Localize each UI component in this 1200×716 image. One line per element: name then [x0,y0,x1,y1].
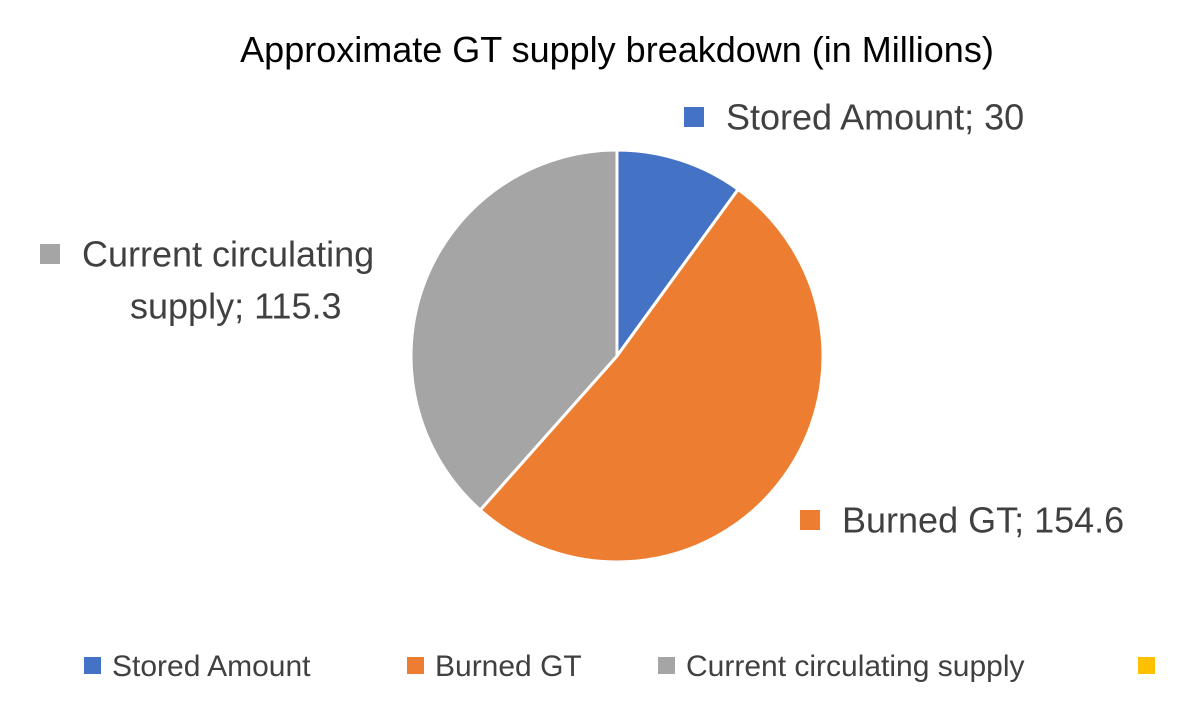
data-label-text: supply; 115.3 [130,286,341,327]
data-label-key [684,107,704,127]
legend-swatch [407,657,424,674]
data-label-text: Current circulating [82,234,374,275]
legend-label: Stored Amount [112,650,311,683]
chart-title: Approximate GT supply breakdown (in Mill… [240,29,994,70]
legend: Stored Amount Burned GT Current circulatin… [84,650,1155,683]
legend-item-current-circulating-supply: Current circulating supply [658,650,1024,683]
legend-label: Burned GT [435,650,582,683]
data-labels: Stored Amount; 30 Burned GT; 154.6 Current… [40,97,1124,541]
legend-swatch [84,657,101,674]
pie-slices [409,148,825,564]
pie-slice-current-circulating-supply [409,148,619,512]
data-label-key [40,244,60,264]
legend-label: Current circulating supply [686,650,1024,683]
legend-item-burned-gt: Burned GT [407,650,582,683]
data-label-text: Burned GT; 154.6 [842,500,1124,541]
legend-item-unnamed [1138,657,1155,674]
data-label-current-circulating-supply: Current circulating supply; 115.3 [40,234,374,327]
pie-slice-burned-gt [478,187,825,564]
data-label-key [800,510,820,530]
legend-swatch [658,657,675,674]
pie-slice-stored-amount [615,148,740,358]
legend-swatch [1138,657,1155,674]
data-label-burned-gt: Burned GT; 154.6 [800,500,1124,541]
data-label-stored-amount: Stored Amount; 30 [684,97,1024,138]
data-label-text: Stored Amount; 30 [726,97,1024,138]
legend-item-stored-amount: Stored Amount [84,650,311,683]
